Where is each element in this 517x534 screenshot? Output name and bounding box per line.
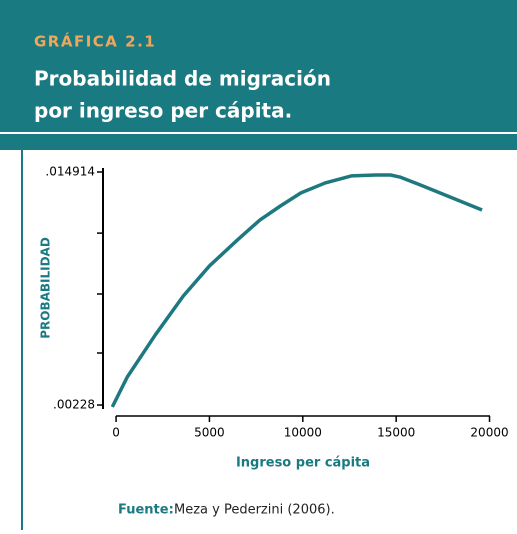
x-tick-label: 20000 xyxy=(470,426,508,440)
data-line xyxy=(110,173,483,408)
left-border xyxy=(21,150,23,530)
chart-title: por ingreso per cápita. xyxy=(34,99,292,123)
y-axis-label: PROBABILIDAD xyxy=(39,237,53,339)
header-rule xyxy=(0,132,517,134)
source-label: Fuente: xyxy=(118,503,174,518)
y-tick-label: .014914 xyxy=(45,164,95,178)
x-tick-label: 5000 xyxy=(194,426,225,440)
x-tick-label: 15000 xyxy=(377,426,415,440)
header-band xyxy=(0,0,517,150)
chart-title: Probabilidad de migración xyxy=(34,67,331,91)
figure-label: GRÁFICA 2.1 xyxy=(34,32,156,51)
x-axis-label: Ingreso per cápita xyxy=(236,456,370,471)
source: Meza y Pederzini (2006). xyxy=(174,503,335,518)
x-tick-label: 10000 xyxy=(284,426,322,440)
y-tick-label: .00228 xyxy=(53,398,95,412)
x-tick-label: 0 xyxy=(112,426,120,440)
